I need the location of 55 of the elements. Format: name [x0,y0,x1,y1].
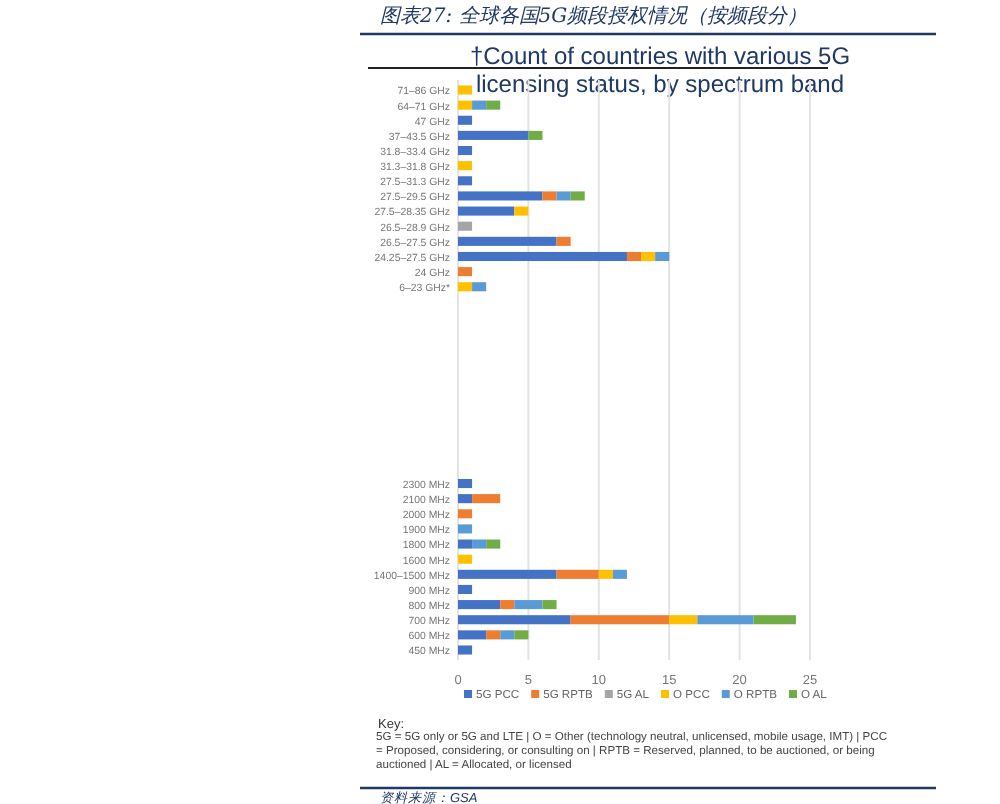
bar [570,191,585,201]
bar [458,554,473,564]
bar [458,161,473,171]
bar [514,206,529,216]
bar [697,615,754,625]
bar [458,176,473,186]
bar [458,191,543,201]
bar [458,494,473,504]
bar [472,494,501,504]
bar [458,539,473,549]
bar [458,236,557,246]
bar [458,584,473,594]
bar [458,100,473,110]
bar [486,100,501,110]
bar [458,282,473,292]
bar [458,267,473,277]
bar [458,221,473,231]
bar [458,85,473,95]
bar [458,600,501,610]
bar [514,630,529,640]
bar [458,645,473,655]
bar [753,615,796,625]
bar [655,251,670,262]
bar [458,524,473,534]
bar [458,630,487,640]
bar [486,630,501,640]
bar [570,615,670,625]
bar [528,130,543,140]
bar [472,282,487,292]
bar [458,615,571,625]
bar [472,100,487,110]
bar [669,615,698,625]
bar [458,146,473,156]
bar [458,206,515,216]
bar [458,115,473,125]
bar [556,191,571,201]
bar [458,569,557,579]
bar [556,236,571,246]
chart-subtitle: 图表27: 全球各国5G频段授权情况（按频段分） [380,4,808,28]
bar [486,539,501,549]
bar [458,478,473,489]
bar [458,509,473,519]
bar [598,569,613,579]
bar [514,600,543,610]
bar [626,251,642,262]
bar [612,569,627,579]
bar [472,539,487,549]
bar [542,191,557,201]
bar [641,251,656,262]
bar [542,600,557,610]
bar [500,630,515,640]
bar [458,130,529,140]
bar [500,600,515,610]
bar [556,569,599,579]
bar [458,251,627,262]
